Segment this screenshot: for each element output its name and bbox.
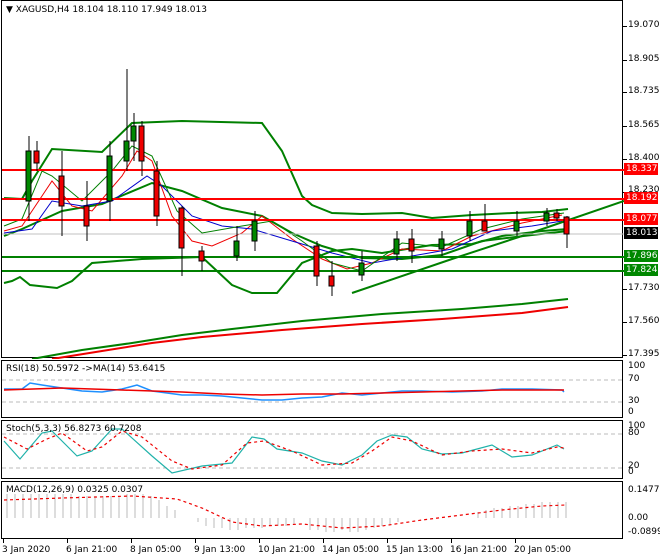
time-label: 3 Jan 2020	[2, 545, 51, 555]
stoch-axis-0: 0	[628, 467, 634, 477]
time-label: 14 Jan 05:00	[322, 545, 379, 555]
level-tag-18077: 18.077	[624, 213, 658, 225]
price-tick: 18.735	[628, 86, 660, 96]
time-label: 15 Jan 13:00	[386, 545, 443, 555]
stoch-axis-80: 80	[628, 428, 640, 438]
price-tick: 18.230	[628, 185, 660, 195]
price-chart	[2, 69, 624, 359]
rsi-axis-0: 0	[628, 407, 634, 417]
rsi-pane[interactable]: RSI(18) 50.5972 ->MA(14) 53.6415	[1, 360, 624, 418]
macd-pane[interactable]: MACD(12,26,9) 0.0325 0.0307	[1, 481, 623, 539]
time-label: 6 Jan 21:00	[66, 545, 118, 555]
level-tag-17896: 17.896	[624, 250, 658, 262]
macd-axis-zero: 0.00	[628, 513, 649, 523]
price-tick: 19.070	[628, 20, 660, 30]
macd-axis-max: 0.1477	[628, 485, 660, 495]
time-label: 20 Jan 05:00	[514, 545, 571, 555]
time-label: 9 Jan 13:00	[194, 545, 246, 555]
level-tag-18192: 18.192	[624, 192, 658, 204]
time-label: 8 Jan 05:00	[130, 545, 182, 555]
macd-chart	[3, 494, 567, 532]
stoch-chart	[2, 428, 624, 474]
price-tick: 17.730	[628, 283, 660, 293]
stoch-label: Stoch(5,3,3) 56.8273 60.7208	[6, 424, 142, 434]
rsi-axis-100: 100	[628, 361, 646, 371]
rsi-axis-70: 70	[628, 374, 640, 384]
price-tick: 18.400	[628, 153, 660, 163]
level-tag-17824: 17.824	[624, 264, 658, 276]
level-tag-18337: 18.337	[624, 163, 658, 175]
time-label: 10 Jan 21:00	[258, 545, 315, 555]
current-price-tag: 18.013	[624, 227, 658, 239]
price-tick: 18.905	[628, 54, 660, 64]
price-tick: 18.565	[628, 120, 660, 130]
price-tick: 17.395	[628, 349, 660, 359]
rsi-label: RSI(18) 50.5972 ->MA(14) 53.6415	[6, 364, 166, 374]
stoch-axis-20: 20	[628, 461, 640, 471]
rsi-axis-30: 30	[628, 396, 640, 406]
chart-title: ▼ XAGUSD,H4 18.104 18.110 17.949 18.013	[6, 5, 207, 15]
time-label: 16 Jan 21:00	[450, 545, 507, 555]
macd-label: MACD(12,26,9) 0.0325 0.0307	[6, 485, 144, 495]
main-chart-pane[interactable]: ▼ XAGUSD,H4 18.104 18.110 17.949 18.013	[1, 0, 624, 359]
price-tick: 17.560	[628, 316, 660, 326]
stoch-pane[interactable]: Stoch(5,3,3) 56.8273 60.7208	[1, 420, 624, 479]
stoch-axis-100: 100	[628, 421, 646, 431]
rsi-chart	[2, 379, 624, 403]
macd-axis-min: -0.0899	[628, 527, 660, 537]
